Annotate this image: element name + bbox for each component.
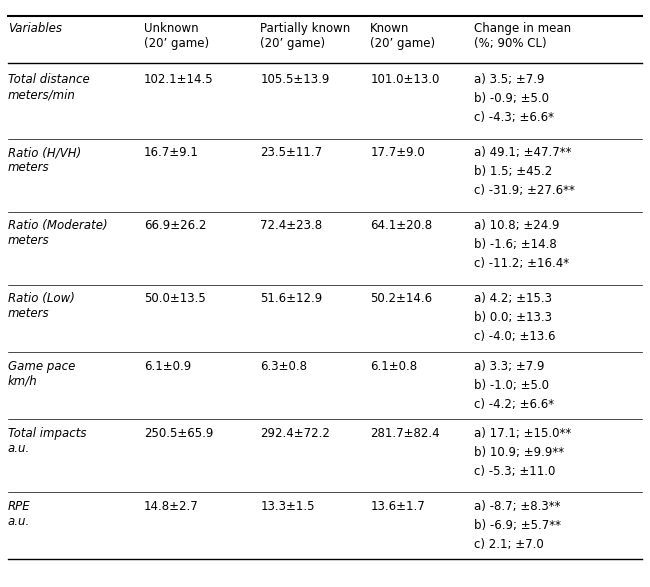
Text: 66.9±26.2: 66.9±26.2 xyxy=(144,220,206,232)
Text: 102.1±14.5: 102.1±14.5 xyxy=(144,73,213,86)
Text: a) 17.1; ±15.0**
b) 10.9; ±9.9**
c) -5.3; ±11.0: a) 17.1; ±15.0** b) 10.9; ±9.9** c) -5.3… xyxy=(474,427,571,478)
Text: a) 4.2; ±15.3
b) 0.0; ±13.3
c) -4.0; ±13.6: a) 4.2; ±15.3 b) 0.0; ±13.3 c) -4.0; ±13… xyxy=(474,292,555,343)
Text: Ratio (Low)
meters: Ratio (Low) meters xyxy=(8,292,75,321)
Text: a) -8.7; ±8.3**
b) -6.9; ±5.7**
c) 2.1; ±7.0: a) -8.7; ±8.3** b) -6.9; ±5.7** c) 2.1; … xyxy=(474,500,561,551)
Text: 72.4±23.8: 72.4±23.8 xyxy=(260,220,322,232)
Text: a) 49.1; ±47.7**
b) 1.5; ±45.2
c) -31.9; ±27.6**: a) 49.1; ±47.7** b) 1.5; ±45.2 c) -31.9;… xyxy=(474,146,575,197)
Text: 13.3±1.5: 13.3±1.5 xyxy=(260,500,315,512)
Text: 16.7±9.1: 16.7±9.1 xyxy=(144,146,199,159)
Text: 23.5±11.7: 23.5±11.7 xyxy=(260,146,322,159)
Text: 281.7±82.4: 281.7±82.4 xyxy=(370,427,440,440)
Text: Ratio (Moderate)
meters: Ratio (Moderate) meters xyxy=(8,220,107,247)
Text: Variables: Variables xyxy=(8,22,62,35)
Text: Game pace
km/h: Game pace km/h xyxy=(8,359,75,387)
Text: Known
(20’ game): Known (20’ game) xyxy=(370,22,436,50)
Text: 13.6±1.7: 13.6±1.7 xyxy=(370,500,425,512)
Text: 50.0±13.5: 50.0±13.5 xyxy=(144,292,205,305)
Text: a) 3.5; ±7.9
b) -0.9; ±5.0
c) -4.3; ±6.6*: a) 3.5; ±7.9 b) -0.9; ±5.0 c) -4.3; ±6.6… xyxy=(474,73,554,124)
Text: Total impacts
a.u.: Total impacts a.u. xyxy=(8,427,86,455)
Text: Ratio (H/VH)
meters: Ratio (H/VH) meters xyxy=(8,146,81,174)
Text: 6.3±0.8: 6.3±0.8 xyxy=(260,359,307,373)
Text: 50.2±14.6: 50.2±14.6 xyxy=(370,292,432,305)
Text: 17.7±9.0: 17.7±9.0 xyxy=(370,146,425,159)
Text: a) 10.8; ±24.9
b) -1.6; ±14.8
c) -11.2; ±16.4*: a) 10.8; ±24.9 b) -1.6; ±14.8 c) -11.2; … xyxy=(474,220,569,270)
Text: Partially known
(20’ game): Partially known (20’ game) xyxy=(260,22,350,50)
Text: 250.5±65.9: 250.5±65.9 xyxy=(144,427,213,440)
Text: 64.1±20.8: 64.1±20.8 xyxy=(370,220,432,232)
Text: Total distance
meters/min: Total distance meters/min xyxy=(8,73,90,101)
Text: 6.1±0.8: 6.1±0.8 xyxy=(370,359,417,373)
Text: 51.6±12.9: 51.6±12.9 xyxy=(260,292,322,305)
Text: Change in mean
(%; 90% CL): Change in mean (%; 90% CL) xyxy=(474,22,571,50)
Text: 292.4±72.2: 292.4±72.2 xyxy=(260,427,330,440)
Text: a) 3.3; ±7.9
b) -1.0; ±5.0
c) -4.2; ±6.6*: a) 3.3; ±7.9 b) -1.0; ±5.0 c) -4.2; ±6.6… xyxy=(474,359,554,410)
Text: Unknown
(20’ game): Unknown (20’ game) xyxy=(144,22,209,50)
Text: 14.8±2.7: 14.8±2.7 xyxy=(144,500,198,512)
Text: 101.0±13.0: 101.0±13.0 xyxy=(370,73,439,86)
Text: RPE
a.u.: RPE a.u. xyxy=(8,500,31,528)
Text: 105.5±13.9: 105.5±13.9 xyxy=(260,73,330,86)
Text: 6.1±0.9: 6.1±0.9 xyxy=(144,359,191,373)
